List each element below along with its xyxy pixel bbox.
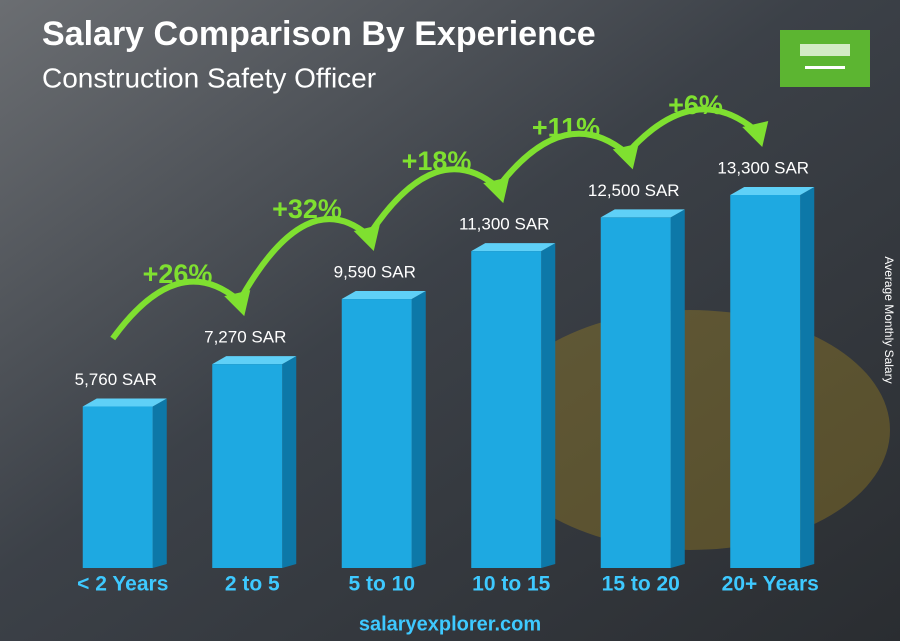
value-label: 7,270 SAR <box>204 328 286 347</box>
bar <box>600 217 671 568</box>
bar-top <box>471 243 556 252</box>
chart-subtitle: Construction Safety Officer <box>42 62 376 93</box>
change-label: +26% <box>143 259 213 289</box>
bar <box>82 406 153 568</box>
x-tick-label: 10 to 15 <box>472 573 551 596</box>
bar-side <box>670 209 685 568</box>
value-label: 11,300 SAR <box>459 215 549 234</box>
change-arrow <box>239 216 370 298</box>
x-tick-label: < 2 Years <box>77 573 168 596</box>
bar-side <box>152 398 167 568</box>
bar-top <box>730 187 815 195</box>
x-tick-label: 5 to 10 <box>348 573 415 596</box>
bar <box>212 364 283 568</box>
bar <box>471 251 542 569</box>
x-tick-label: 20+ Years <box>722 573 819 596</box>
change-label: +6% <box>668 90 723 120</box>
bar-top <box>600 209 685 218</box>
value-label: 9,590 SAR <box>334 263 416 282</box>
change-arrow <box>498 130 629 185</box>
change-label: +18% <box>402 146 472 176</box>
change-arrowhead <box>742 121 769 147</box>
bar-side <box>411 291 426 568</box>
value-label: 5,760 SAR <box>75 370 157 389</box>
bar-top <box>212 356 297 365</box>
flag-script <box>800 44 850 56</box>
flag-field <box>780 30 870 87</box>
chart-title: Salary Comparison By Experience <box>42 15 596 53</box>
value-label: 12,500 SAR <box>588 181 680 200</box>
source: salaryexplorer.com <box>359 613 541 635</box>
bar-side <box>282 356 297 568</box>
bar <box>730 195 801 568</box>
bar-side <box>541 243 556 569</box>
x-tick-label: 15 to 20 <box>602 573 680 596</box>
change-label: +32% <box>272 194 342 224</box>
change-label: +11% <box>532 113 600 143</box>
y-axis-label: Average Monthly Salary <box>882 256 896 383</box>
bar-top <box>341 291 426 300</box>
change-arrow <box>628 106 759 152</box>
x-tick-label: 2 to 5 <box>225 573 280 596</box>
change-arrow <box>369 166 500 233</box>
bar <box>341 299 412 568</box>
flag <box>780 30 870 87</box>
bar-top <box>82 398 167 407</box>
change-arrow <box>110 278 241 341</box>
flag-sword <box>805 66 845 69</box>
bar-side <box>800 187 815 568</box>
value-label: 13,300 SAR <box>717 158 809 177</box>
